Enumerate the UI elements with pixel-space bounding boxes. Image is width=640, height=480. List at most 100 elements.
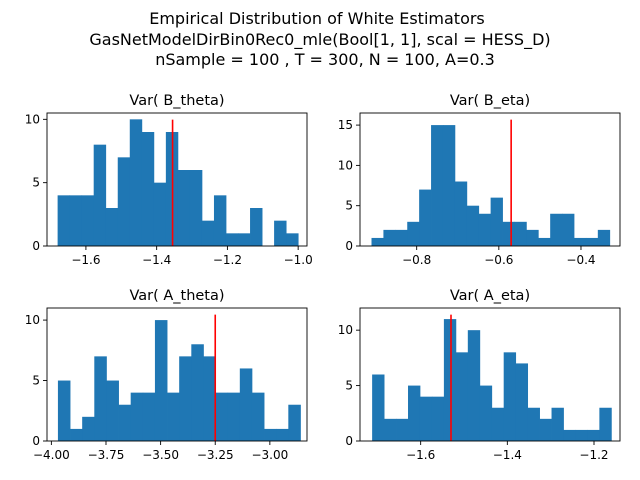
histogram-bar bbox=[177, 170, 191, 246]
histogram-bar bbox=[443, 319, 457, 441]
axes-frame-var-a-theta bbox=[46, 307, 308, 442]
histogram-bar bbox=[286, 233, 299, 246]
x-tick-label: −1.0 bbox=[284, 253, 313, 267]
histogram-bar bbox=[551, 407, 564, 441]
histogram-bar bbox=[141, 132, 155, 246]
histogram-bar bbox=[238, 233, 251, 246]
histogram-bar bbox=[599, 407, 612, 441]
histogram-bar bbox=[264, 428, 277, 441]
x-tick-label: −0.8 bbox=[402, 253, 431, 267]
x-ticks-var-b-eta: −0.8 −0.6 −0.4 bbox=[402, 246, 596, 267]
x-tick-label: −0.6 bbox=[484, 253, 513, 267]
y-tick-label: 10 bbox=[338, 158, 353, 172]
histogram-bar bbox=[527, 407, 540, 441]
histogram-bar bbox=[538, 237, 551, 246]
histogram-bar bbox=[142, 392, 156, 441]
histogram-bar bbox=[57, 380, 71, 441]
histogram-bar bbox=[201, 220, 215, 246]
x-tick-label: −1.6 bbox=[406, 448, 435, 462]
y-ticks-var-a-eta: 0 5 10 bbox=[338, 323, 360, 448]
histogram-bar bbox=[276, 428, 289, 441]
histogram-bar bbox=[81, 195, 95, 246]
y-tick-label: 0 bbox=[32, 434, 40, 448]
x-tick-label: −3.50 bbox=[142, 448, 179, 462]
panel-title-var-b-theta: Var( B_theta) bbox=[129, 93, 224, 109]
histogram-bar bbox=[105, 208, 119, 246]
y-tick-label: 15 bbox=[338, 118, 353, 132]
x-tick-label: −0.4 bbox=[566, 253, 595, 267]
histogram-bar bbox=[408, 385, 421, 441]
histogram-bar bbox=[479, 385, 493, 441]
panel-var-a-eta: Var( A_eta) −1.6 −1.4 −1.2 0 5 10 bbox=[338, 288, 621, 462]
histogram-bar bbox=[179, 356, 192, 441]
histogram-bar bbox=[191, 344, 204, 441]
histogram-bar bbox=[419, 189, 432, 246]
histogram-bar bbox=[213, 195, 227, 246]
axes-frame-var-b-eta bbox=[359, 112, 621, 247]
y-tick-label: 5 bbox=[345, 379, 353, 393]
y-tick-label: 10 bbox=[25, 313, 40, 327]
x-tick-label: −3.75 bbox=[88, 448, 125, 462]
histogram-bar bbox=[203, 356, 216, 441]
histogram-bar bbox=[515, 363, 529, 441]
histogram-bar bbox=[395, 229, 408, 246]
histogram-bar bbox=[225, 233, 239, 246]
histogram-bar bbox=[129, 119, 143, 246]
y-tick-label: 10 bbox=[338, 323, 353, 337]
histogram-bar bbox=[153, 182, 167, 246]
histogram-bar bbox=[93, 144, 107, 246]
histogram-bar bbox=[490, 197, 503, 246]
histogram-bar bbox=[491, 407, 505, 441]
histogram-bar bbox=[455, 352, 469, 441]
x-tick-label: −3.25 bbox=[197, 448, 234, 462]
figure-title-line-2: GasNetModelDirBin0Rec0_mle(Bool[1, 1], s… bbox=[89, 30, 550, 50]
histogram-bar bbox=[585, 237, 599, 246]
histogram-bar bbox=[250, 208, 263, 246]
histogram-bar bbox=[539, 418, 552, 441]
x-tick-label: −1.6 bbox=[71, 253, 100, 267]
y-ticks-var-a-theta: 0 5 10 bbox=[25, 313, 47, 448]
panel-var-b-theta: Var( B_theta) −1.6 −1.4 −1.2 −1.0 0 5 10 bbox=[25, 93, 313, 267]
x-ticks-var-b-theta: −1.6 −1.4 −1.2 −1.0 bbox=[71, 246, 313, 267]
histogram-bar bbox=[466, 205, 480, 246]
x-tick-label: −3.00 bbox=[251, 448, 288, 462]
figure-title-line-3: nSample = 100 , T = 300, N = 100, A=0.3 bbox=[155, 50, 495, 69]
panel-title-var-a-eta: Var( A_eta) bbox=[450, 288, 530, 304]
histogram-bar bbox=[478, 213, 492, 246]
histogram-bar bbox=[550, 213, 563, 246]
x-tick-label: −4.00 bbox=[33, 448, 70, 462]
histogram-bar bbox=[587, 429, 600, 441]
histogram-bar bbox=[431, 396, 445, 441]
y-tick-label: 5 bbox=[345, 199, 353, 213]
histogram-bar bbox=[106, 380, 119, 441]
histogram-bar bbox=[467, 330, 481, 441]
histogram-bar bbox=[371, 237, 384, 246]
x-ticks-var-a-eta: −1.6 −1.4 −1.2 bbox=[406, 441, 609, 462]
histogram-bar bbox=[383, 229, 396, 246]
histogram-bar bbox=[575, 429, 588, 441]
bars-var-b-eta bbox=[371, 125, 611, 246]
histogram-bar bbox=[154, 320, 168, 441]
histogram-bar bbox=[514, 221, 527, 246]
bars-var-a-eta bbox=[372, 319, 612, 441]
histogram-bar bbox=[573, 237, 587, 246]
histogram-bar bbox=[288, 404, 301, 441]
histogram-bar bbox=[117, 157, 131, 246]
histogram-bar bbox=[274, 220, 287, 246]
y-ticks-var-b-theta: 0 5 10 bbox=[25, 112, 47, 253]
panel-title-var-b-eta: Var( B_eta) bbox=[450, 93, 530, 109]
figure-title-line-1: Empirical Distribution of White Estimato… bbox=[149, 9, 485, 28]
histogram-bar bbox=[167, 392, 180, 441]
histogram-bar bbox=[562, 213, 575, 246]
histogram-bar bbox=[215, 392, 229, 441]
y-tick-label: 0 bbox=[345, 434, 353, 448]
histogram-bar bbox=[130, 392, 144, 441]
histogram-bar bbox=[526, 229, 539, 246]
histogram-bar bbox=[454, 181, 468, 246]
histogram-bar bbox=[597, 229, 611, 246]
histogram-bar bbox=[396, 418, 409, 441]
histogram-bar bbox=[563, 429, 576, 441]
histogram-bar bbox=[251, 392, 265, 441]
y-ticks-var-b-eta: 0 5 10 15 bbox=[338, 118, 360, 253]
